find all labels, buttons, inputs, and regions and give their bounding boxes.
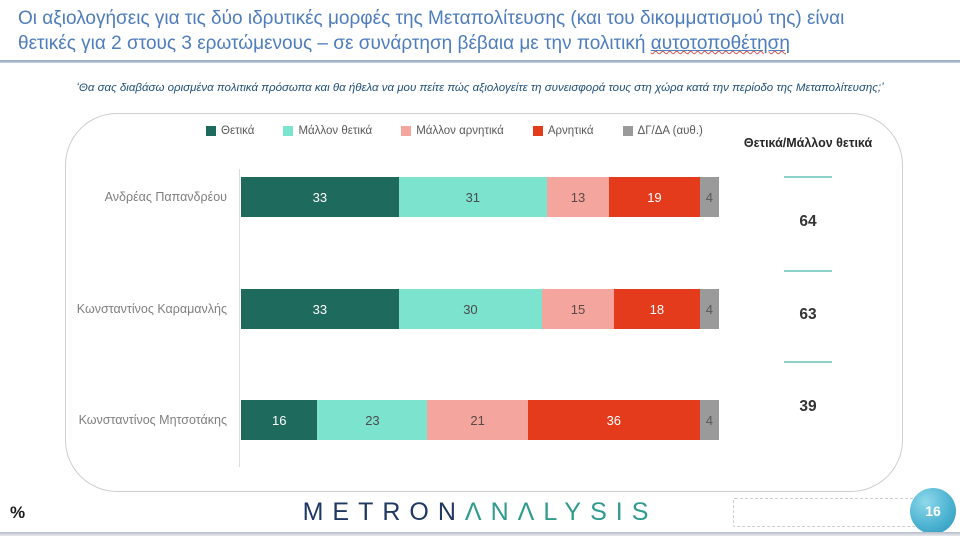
chart-legend: Θετικά Μάλλον θετικά Μάλλον αρνητικά Αρνητι… [206, 125, 703, 137]
legend-label: Θετικά [221, 125, 255, 137]
metron-analysis-logo: METRONΛNΛLYSIS [0, 498, 960, 527]
bar-segment: 4 [699, 177, 719, 217]
chart-row: Κωνσταντίνος Μητσοτάκης 16 23 21 36 4 [66, 400, 902, 440]
bar-segment: 18 [613, 289, 700, 329]
legend-item: Αρνητικά [532, 125, 594, 137]
underlined-word: αυτοτοποθέτηση [650, 33, 790, 54]
chart-row: Κωνσταντίνος Καραμανλής 33 30 15 18 4 [66, 289, 902, 329]
legend-swatch-icon [283, 126, 294, 136]
page-number: 16 [925, 503, 941, 519]
summary-value: 64 [799, 213, 817, 230]
stacked-bar: 33 30 15 18 4 [241, 289, 719, 329]
bar-segment: 15 [542, 289, 614, 329]
legend-label: Αρνητικά [547, 125, 594, 137]
bar-segment: 4 [699, 400, 719, 440]
summary-value: 39 [799, 398, 817, 415]
percent-unit-label: % [10, 503, 26, 522]
bar-segment: 4 [699, 289, 719, 329]
logo-analysis-text: ΛNΛLYSIS [464, 498, 658, 526]
stacked-bar: 33 31 13 19 4 [241, 177, 719, 217]
bar-segment: 31 [398, 177, 547, 217]
bar-segment: 33 [241, 289, 399, 329]
chart-axis-line [239, 169, 240, 467]
title-divider [0, 60, 960, 63]
bar-segment: 33 [241, 177, 399, 217]
category-label: Ανδρέας Παπανδρέου [104, 190, 227, 204]
legend-swatch-icon [532, 126, 543, 136]
legend-item: Μάλλον αρνητικά [401, 125, 504, 137]
legend-label: Μάλλον θετικά [298, 125, 373, 137]
legend-label: Μάλλον αρνητικά [416, 125, 504, 137]
bar-segment: 36 [527, 400, 700, 440]
legend-item: Θετικά [206, 125, 254, 137]
category-label: Κωνσταντίνος Μητσοτάκης [78, 413, 227, 427]
summary-divider-line [784, 270, 832, 272]
slide-bottom-edge [0, 532, 960, 536]
bar-segment: 19 [609, 177, 700, 217]
legend-swatch-icon [401, 126, 412, 136]
category-label: Κωνσταντίνος Καραμανλής [76, 302, 227, 316]
logo-metron-text: METRON [302, 498, 465, 526]
stacked-bar: 16 23 21 36 4 [241, 400, 719, 440]
survey-question: ‘Θα σας διαβάσω ορισμένα πολιτικά πρόσωπ… [76, 82, 884, 94]
bar-segment: 21 [427, 400, 528, 440]
legend-swatch-icon [206, 126, 216, 136]
page-number-badge: 16 [910, 488, 956, 534]
summary-divider-line [784, 361, 832, 363]
slide-title-line2: θετικές για 2 στους 3 ερωτώμενους – σε σ… [18, 33, 790, 54]
bar-segment: 30 [398, 289, 543, 329]
bar-segment: 13 [546, 177, 610, 217]
legend-item: ΔΓ/ΔΑ (αυθ.) [622, 125, 703, 137]
summary-column-header: Θετικά/Μάλλον θετικά [743, 136, 873, 150]
chart-row: Ανδρέας Παπανδρέου 33 31 13 19 4 [66, 177, 902, 217]
summary-value: 63 [799, 306, 817, 323]
summary-divider-line [784, 176, 832, 178]
chart-panel: Θετικά Μάλλον θετικά Μάλλον αρνητικά Αρνητι… [65, 113, 903, 492]
legend-swatch-icon [622, 126, 633, 136]
slide-title-line1: Οι αξιολογήσεις για τις δύο ιδρυτικές μο… [18, 8, 845, 29]
bar-segment: 23 [317, 400, 428, 440]
bar-segment: 16 [241, 400, 318, 440]
slide-title: Οι αξιολογήσεις για τις δύο ιδρυτικές μο… [18, 6, 948, 56]
legend-label: ΔΓ/ΔΑ (αυθ.) [637, 125, 703, 137]
footer-placeholder-box [733, 498, 919, 527]
legend-item: Μάλλον θετικά [283, 125, 372, 137]
